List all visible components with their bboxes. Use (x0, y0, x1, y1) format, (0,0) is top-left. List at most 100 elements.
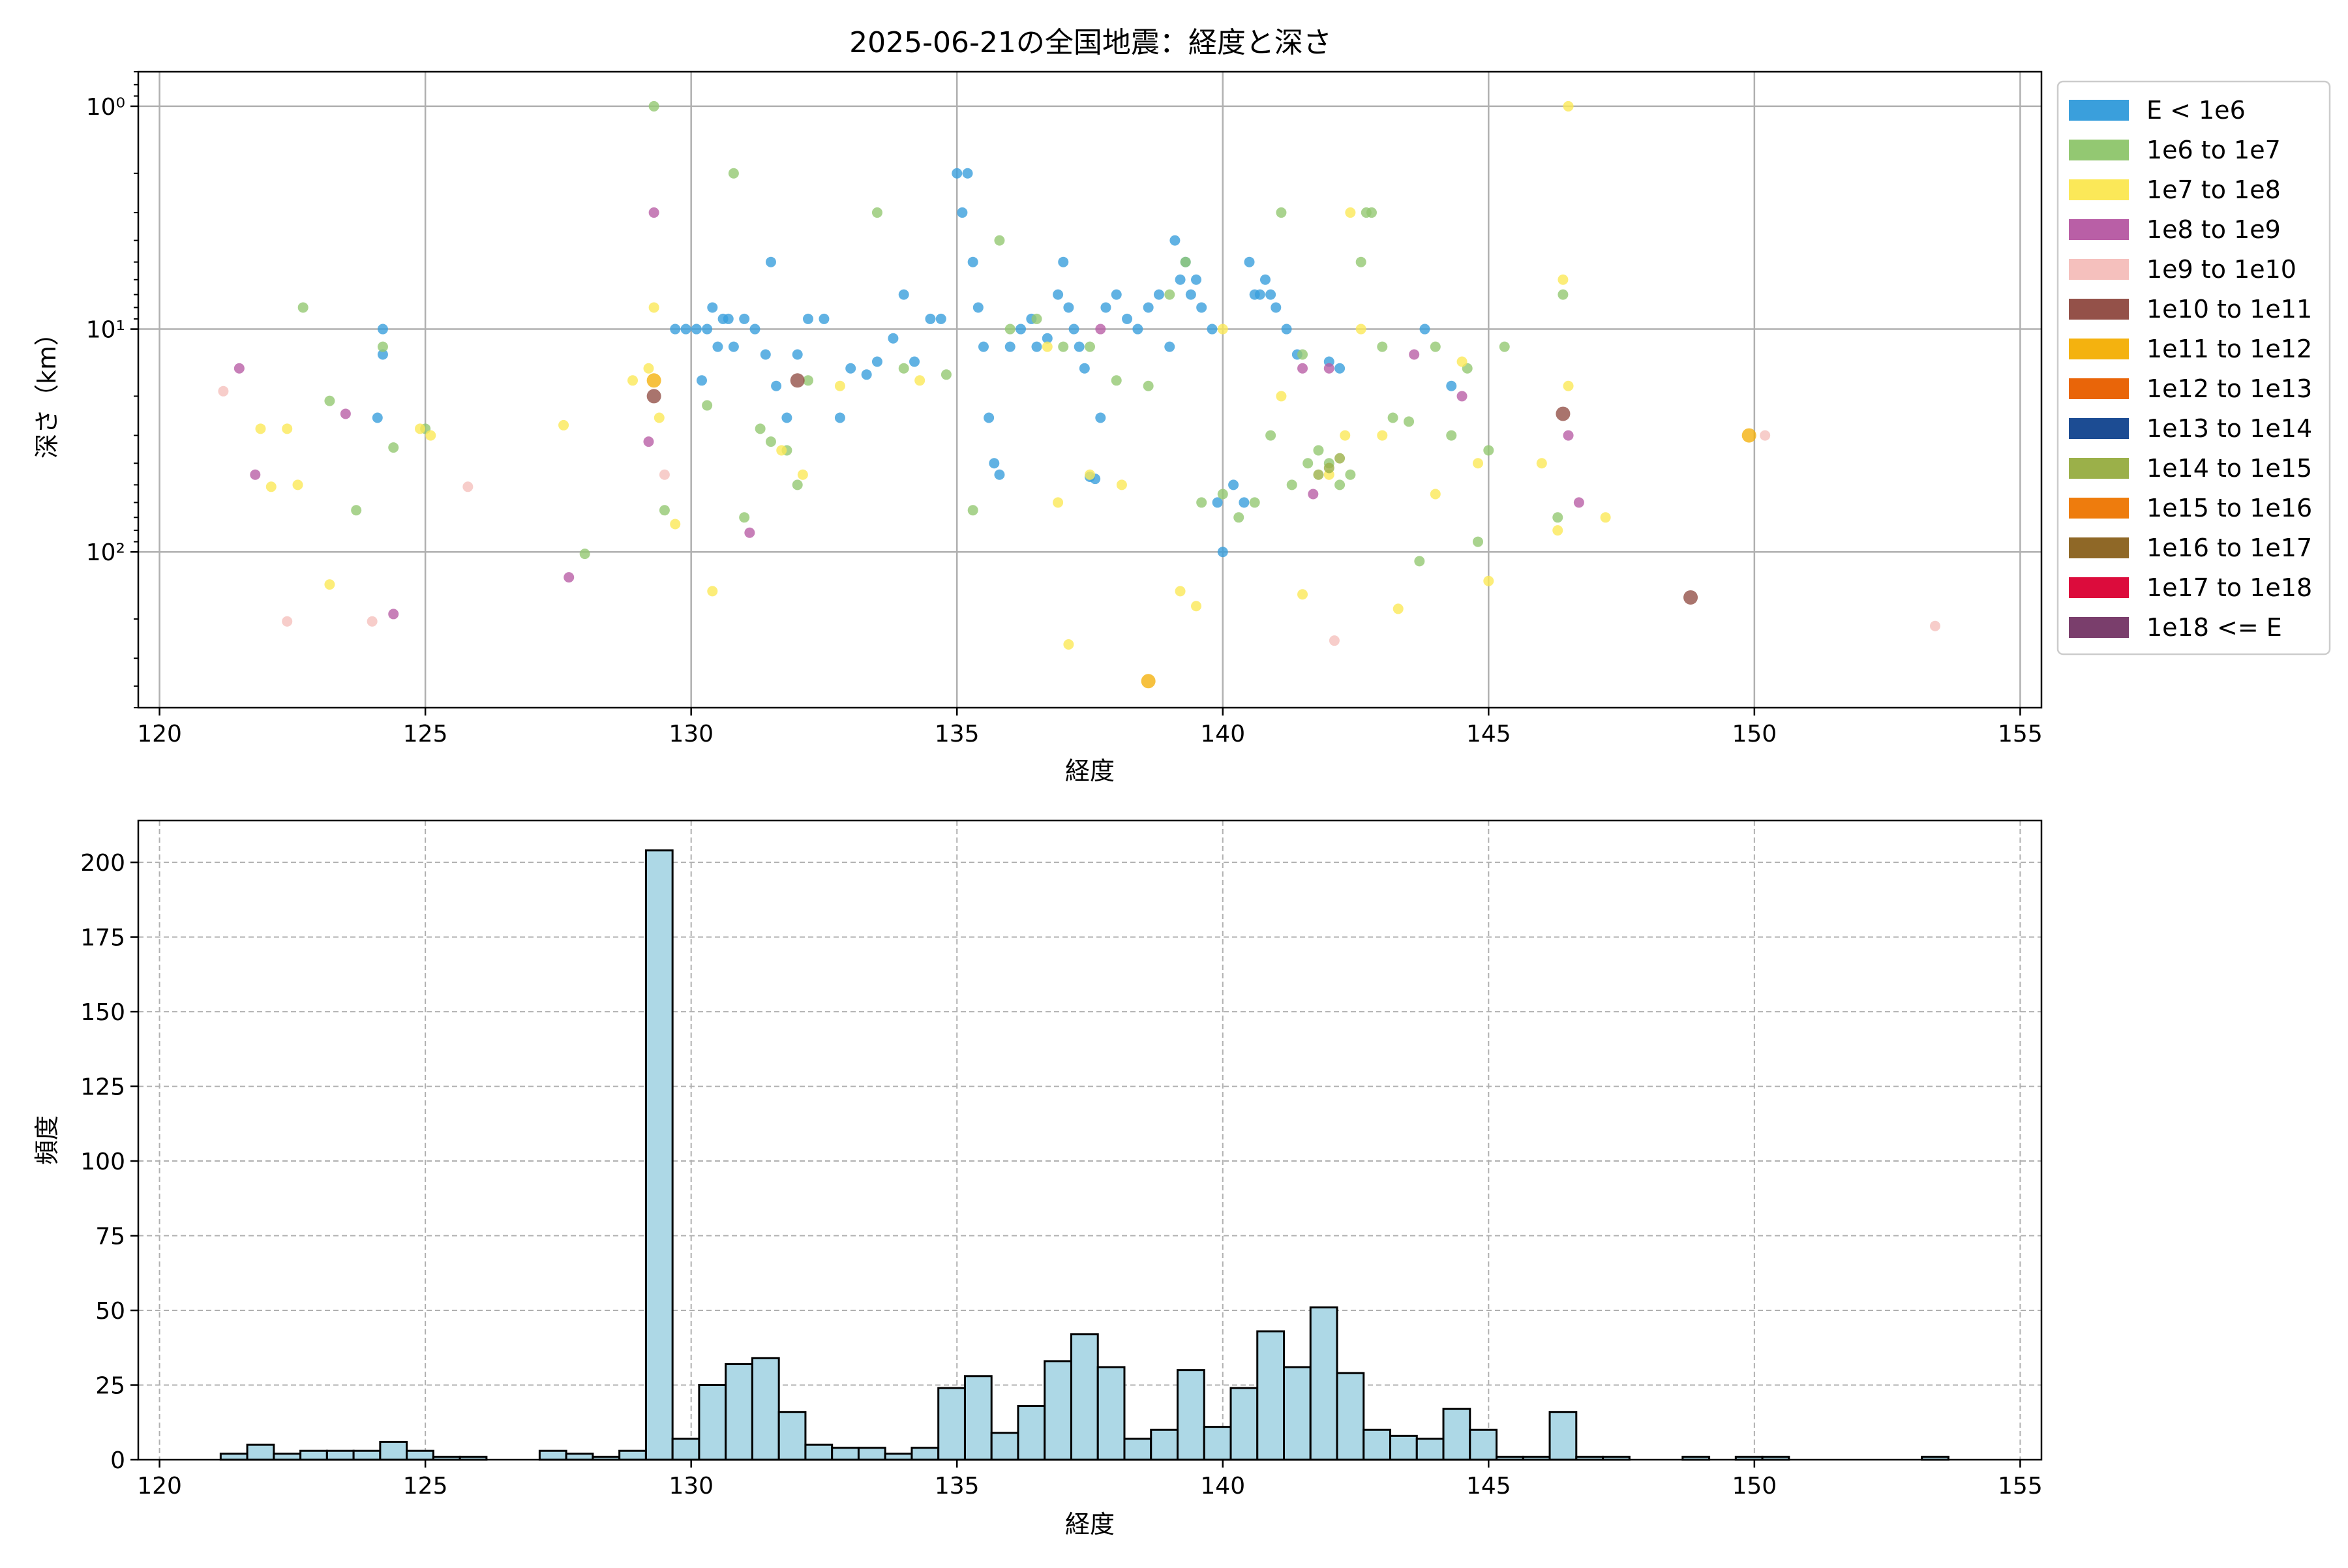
scatter-point (739, 512, 750, 523)
scatter-point (1499, 341, 1510, 352)
scatter-point (1053, 289, 1064, 300)
scatter-point (765, 436, 776, 447)
scatter-point (1063, 639, 1074, 650)
hist-bar (831, 1447, 860, 1461)
scatter-point (1404, 416, 1415, 427)
legend-entry-label: 1e13 to 1e14 (2146, 414, 2312, 443)
scatter-point (1180, 256, 1191, 267)
legend-box (2056, 80, 2331, 656)
scatter-point (1053, 497, 1064, 508)
scatter-point (1191, 601, 1202, 612)
scatter-point (1313, 445, 1324, 456)
scatter-point (1212, 497, 1223, 508)
hist-bar (406, 1449, 434, 1461)
scatter-point (367, 616, 378, 627)
scatter-xtick-label: 135 (935, 721, 980, 747)
scatter-point (1233, 512, 1244, 523)
hist-xtick-label: 120 (137, 1473, 182, 1500)
scatter-point (1058, 341, 1069, 352)
scatter-point (648, 100, 659, 112)
scatter-point (834, 380, 845, 391)
scatter-point (659, 505, 670, 516)
scatter-point (1419, 324, 1430, 335)
scatter-point (1228, 479, 1239, 490)
legend-swatch (2069, 339, 2129, 359)
scatter-point (324, 579, 335, 590)
hist-bar (246, 1443, 275, 1461)
scatter-point (781, 412, 792, 423)
scatter-point (914, 375, 926, 386)
scatter-point (1345, 469, 1356, 480)
scatter-point (1473, 458, 1484, 469)
legend-swatch (2069, 458, 2129, 479)
scatter-point (792, 349, 803, 360)
scatter-point (1313, 469, 1324, 480)
hist-bar (1044, 1360, 1072, 1461)
scatter-point (1741, 428, 1756, 443)
scatter-point (1329, 635, 1340, 646)
scatter-xtick-label: 130 (669, 721, 714, 747)
legend-swatch (2069, 498, 2129, 519)
scatter-point (861, 369, 872, 380)
scatter-point (765, 256, 776, 267)
hist-ytick-label: 150 (80, 999, 125, 1026)
hist-bar (1256, 1330, 1286, 1461)
scatter-point (1217, 324, 1228, 335)
scatter-point (646, 373, 661, 388)
scatter-point (1042, 341, 1053, 352)
scatter-point (1355, 256, 1366, 267)
scatter-point (1116, 479, 1127, 490)
hist-bar (1017, 1405, 1046, 1461)
hist-bar (1336, 1372, 1365, 1461)
legend-swatch (2069, 219, 2129, 240)
scatter-point (1100, 302, 1111, 313)
hist-bar (273, 1453, 302, 1461)
scatter-point (1308, 489, 1319, 500)
scatter-point (1409, 349, 1420, 360)
scatter-point (1334, 363, 1346, 374)
scatter-point (792, 479, 803, 490)
scatter-point (1085, 341, 1095, 352)
scatter-point (967, 505, 978, 516)
legend-entry-label: E < 1e6 (2146, 96, 2246, 125)
scatter-point (723, 313, 734, 324)
scatter-point (702, 400, 713, 411)
hist-bar (671, 1438, 700, 1461)
scatter-point (1079, 363, 1090, 374)
scatter-point (564, 572, 575, 583)
legend-entry-label: 1e11 to 1e12 (2146, 335, 2312, 363)
scatter-point (1276, 207, 1287, 218)
scatter-ylabel: 深さ（km） (33, 321, 61, 459)
scatter-point (388, 609, 399, 620)
scatter-point (648, 207, 659, 218)
legend-entry-label: 1e12 to 1e13 (2146, 374, 2312, 403)
scatter-point (233, 363, 245, 374)
hist-bar (1203, 1426, 1232, 1461)
scatter-point (1323, 363, 1334, 374)
scatter-point (1063, 302, 1074, 313)
hist-bar (1123, 1438, 1152, 1461)
scatter-point (659, 469, 670, 480)
hist-bar (937, 1387, 966, 1461)
hist-xtick-label: 135 (935, 1473, 980, 1500)
scatter-point (388, 442, 399, 453)
hist-axes: 120 125 130 135 140 145 150 155 0 25 50 75 100 125 150… (33, 819, 2043, 1539)
legend: E < 1e6 1e6 to 1e7 1e7 to 1e8 1e8 to 1e9 1e9… (2056, 80, 2331, 656)
hist-bar (777, 1411, 807, 1461)
scatter-point (1430, 341, 1441, 352)
scatter-point (340, 408, 351, 419)
hist-xlabel: 経度 (1065, 1510, 1115, 1539)
scatter-point (627, 375, 639, 386)
hist-bar (1283, 1366, 1312, 1461)
chart-title: 2025-06-21の全国地震：経度と深さ (849, 26, 1332, 59)
scatter-point (803, 313, 814, 324)
scatter-point (1297, 349, 1308, 360)
scatter-point (643, 363, 654, 374)
scatter-point (265, 481, 277, 492)
scatter-point (1387, 412, 1398, 423)
scatter-point (1132, 324, 1143, 335)
scatter-point (834, 412, 845, 423)
hist-bar (538, 1449, 567, 1461)
legend-entry-label: 1e18 <= E (2146, 613, 2282, 642)
